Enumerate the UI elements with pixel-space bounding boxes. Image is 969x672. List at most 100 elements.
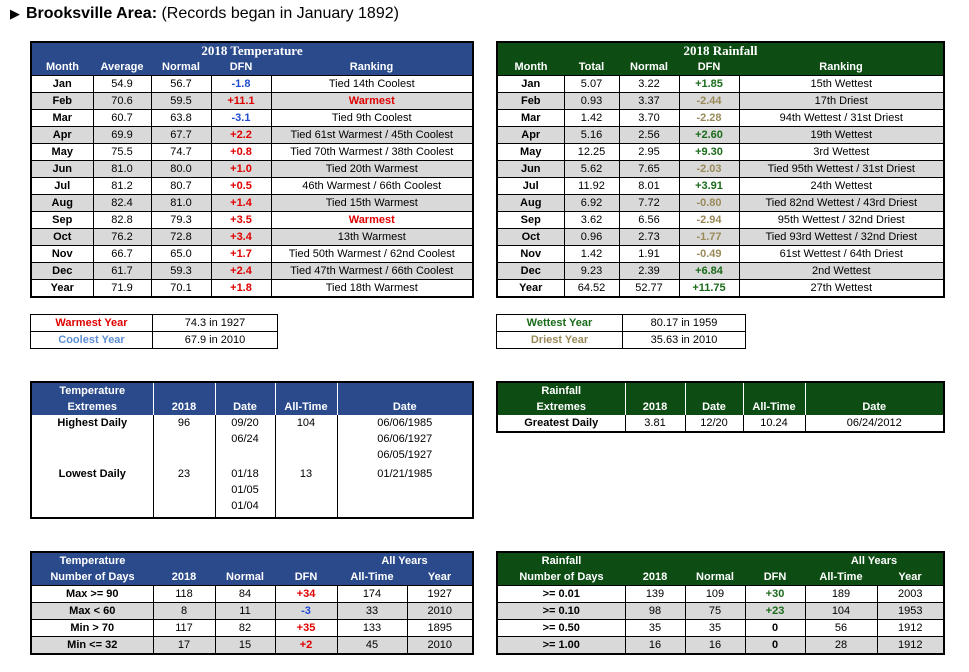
alltime-cell: 45 bbox=[336, 636, 408, 655]
average-cell: 54.9 bbox=[92, 75, 152, 93]
title-line-1: Temperature bbox=[59, 555, 126, 567]
table-row: Aug 82.4 81.0 +1.4 Tied 15th Warmest bbox=[30, 194, 474, 212]
y2018-cell: 35 bbox=[624, 619, 686, 637]
table-row: May 12.25 2.95 +9.30 3rd Wettest bbox=[496, 143, 945, 161]
month-cell: Nov bbox=[30, 245, 94, 263]
average-cell: 81.0 bbox=[92, 160, 152, 178]
table-row: Jun 81.0 80.0 +1.0 Tied 20th Warmest bbox=[30, 160, 474, 178]
title-line-1: Rainfall bbox=[541, 555, 582, 567]
total-cell: 64.52 bbox=[563, 279, 620, 298]
month-cell: Nov bbox=[496, 245, 565, 263]
table-row: Apr 69.9 67.7 +2.2 Tied 61st Warmest / 45th … bbox=[30, 126, 474, 144]
normal-cell: 67.7 bbox=[150, 126, 212, 144]
average-cell: 82.8 bbox=[92, 211, 152, 229]
normal-cell: 109 bbox=[684, 585, 746, 603]
temperature-table-title: 2018 Temperature bbox=[31, 42, 474, 59]
normal-cell: 3.37 bbox=[618, 92, 680, 110]
average-cell: 70.6 bbox=[92, 92, 152, 110]
ranking-cell: Warmest bbox=[270, 92, 474, 110]
normal-cell: 2.95 bbox=[618, 143, 680, 161]
title-line-1: Temperature bbox=[59, 385, 126, 397]
driest-year-label: Driest Year bbox=[496, 331, 623, 349]
y2018-cell: 118 bbox=[152, 585, 216, 603]
date-item: 09/20 bbox=[231, 417, 259, 429]
criteria-cell: >= 0.01 bbox=[496, 585, 626, 603]
ranking-cell: Tied 9th Coolest bbox=[270, 109, 474, 127]
total-cell: 0.93 bbox=[563, 92, 620, 110]
dfn-cell: +6.84 bbox=[678, 262, 740, 280]
alltime-cell: 133 bbox=[336, 619, 408, 637]
month-cell: Sep bbox=[30, 211, 94, 229]
dfn-cell: +30 bbox=[744, 585, 806, 603]
normal-cell: 75 bbox=[684, 602, 746, 620]
col-2018: 2018 bbox=[152, 382, 215, 415]
col-dfn: DFN bbox=[745, 569, 805, 586]
table-row: Jun 5.62 7.65 -2.03 Tied 95th Wettest / 31st… bbox=[496, 160, 945, 178]
normal-cell: 82 bbox=[214, 619, 276, 637]
highest-daily-dates: 09/20 06/24 bbox=[214, 415, 275, 466]
ranking-cell: 19th Wettest bbox=[738, 126, 945, 144]
normal-cell: 80.0 bbox=[150, 160, 212, 178]
y2018-cell: 98 bbox=[624, 602, 686, 620]
table-row: Jul 81.2 80.7 +0.5 46th Warmest / 66th Coole… bbox=[30, 177, 474, 195]
table-row: Jan 5.07 3.22 +1.85 15th Wettest bbox=[496, 75, 945, 93]
table-row: Oct 76.2 72.8 +3.4 13th Warmest bbox=[30, 228, 474, 246]
ranking-cell: 13th Warmest bbox=[270, 228, 474, 246]
normal-cell: 81.0 bbox=[150, 194, 212, 212]
ranking-cell: Tied 82nd Wettest / 43rd Driest bbox=[738, 194, 945, 212]
ranking-cell: Tied 50th Warmest / 62nd Coolest bbox=[270, 245, 474, 263]
month-cell: Jul bbox=[496, 177, 565, 195]
table-row: Nov 66.7 65.0 +1.7 Tied 50th Warmest / 62nd … bbox=[30, 245, 474, 263]
month-cell: Aug bbox=[496, 194, 565, 212]
table-row: Feb 0.93 3.37 -2.44 17th Driest bbox=[496, 92, 945, 110]
average-cell: 82.4 bbox=[92, 194, 152, 212]
col-all-time: All-Time bbox=[742, 382, 805, 415]
greatest-alltime: 10.24 bbox=[742, 415, 805, 432]
dfn-cell: +2.60 bbox=[678, 126, 740, 144]
dfn-cell: 0 bbox=[744, 636, 806, 655]
highest-daily-label: Highest Daily bbox=[57, 417, 128, 429]
driest-year-value: 35.63 in 2010 bbox=[622, 331, 746, 349]
table-row: Nov 1.42 1.91 -0.49 61st Wettest / 64th Drie… bbox=[496, 245, 945, 263]
date-item: 01/05 bbox=[231, 484, 259, 496]
total-cell: 1.42 bbox=[563, 109, 620, 127]
ranking-cell: 27th Wettest bbox=[738, 279, 945, 298]
date-item: 06/06/1927 bbox=[377, 433, 433, 445]
normal-cell: 2.56 bbox=[618, 126, 680, 144]
ranking-cell: Tied 47th Warmest / 66th Coolest bbox=[270, 262, 474, 280]
month-cell: Mar bbox=[30, 109, 94, 127]
dfn-cell: -2.94 bbox=[678, 211, 740, 229]
total-cell: 11.92 bbox=[563, 177, 620, 195]
month-cell: Dec bbox=[496, 262, 565, 280]
ranking-cell: Warmest bbox=[270, 211, 474, 229]
normal-cell: 16 bbox=[684, 636, 746, 655]
average-cell: 71.9 bbox=[92, 279, 152, 298]
total-cell: 0.96 bbox=[563, 228, 620, 246]
col-dfn: DFN bbox=[679, 59, 739, 76]
col-ranking: Ranking bbox=[739, 59, 945, 76]
year-cell: 1927 bbox=[406, 585, 474, 603]
total-cell: 5.62 bbox=[563, 160, 620, 178]
table-row: >= 0.10 98 75 +23 104 1953 bbox=[496, 602, 945, 620]
arrow-right-icon: ▶ bbox=[10, 6, 20, 21]
ranking-cell: 17th Driest bbox=[738, 92, 945, 110]
criteria-cell: >= 1.00 bbox=[496, 636, 626, 655]
alltime-cell: 174 bbox=[336, 585, 408, 603]
dfn-cell: +34 bbox=[274, 585, 338, 603]
wettest-year-value: 80.17 in 1959 bbox=[622, 314, 746, 332]
alltime-cell: 56 bbox=[804, 619, 878, 637]
ranking-cell: 46th Warmest / 66th Coolest bbox=[270, 177, 474, 195]
normal-cell: 8.01 bbox=[618, 177, 680, 195]
dfn-cell: -0.49 bbox=[678, 245, 740, 263]
col-all-time: All-Time bbox=[337, 569, 407, 586]
ranking-cell: Tied 93rd Wettest / 32nd Driest bbox=[738, 228, 945, 246]
year-cell: 2003 bbox=[876, 585, 945, 603]
ranking-cell: Tied 20th Warmest bbox=[270, 160, 474, 178]
total-cell: 5.16 bbox=[563, 126, 620, 144]
warmest-year-value: 74.3 in 1927 bbox=[152, 314, 278, 332]
dfn-cell: -3.1 bbox=[210, 109, 272, 127]
dfn-cell: +11.1 bbox=[210, 92, 272, 110]
year-cell: 1895 bbox=[406, 619, 474, 637]
month-cell: May bbox=[30, 143, 94, 161]
normal-cell: 56.7 bbox=[150, 75, 212, 93]
